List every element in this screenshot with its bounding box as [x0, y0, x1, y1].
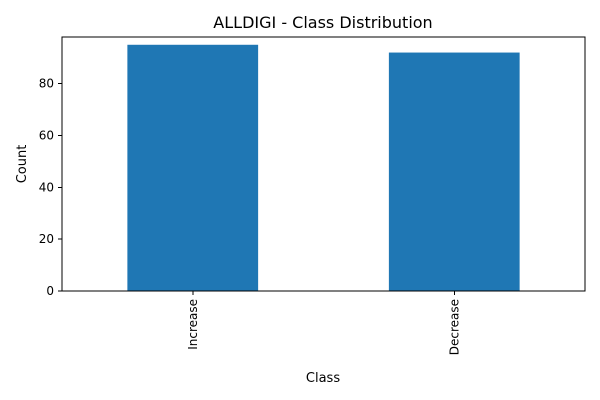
x-tick-label: Decrease: [447, 299, 461, 355]
plot-area: 0 20 40 60 80 Increase Decrease: [39, 36, 586, 355]
x-tick-label: Increase: [186, 299, 200, 350]
y-tick-label: 40: [39, 180, 54, 194]
y-tick-label: 20: [39, 232, 54, 246]
bar-increase: [127, 44, 259, 291]
y-axis-ticks: 0 20 40 60 80: [39, 77, 62, 298]
y-tick-label: 80: [39, 77, 54, 91]
chart-title: ALLDIGI - Class Distribution: [213, 13, 432, 32]
y-tick-label: 60: [39, 128, 54, 142]
x-axis-ticks: Increase Decrease: [186, 291, 461, 355]
y-tick-label: 0: [46, 284, 54, 298]
y-axis-label: Count: [15, 145, 30, 184]
bars-layer: [127, 44, 520, 291]
x-axis-label: Class: [306, 371, 340, 386]
plot-frame: [61, 36, 586, 292]
bar-decrease: [388, 52, 520, 291]
